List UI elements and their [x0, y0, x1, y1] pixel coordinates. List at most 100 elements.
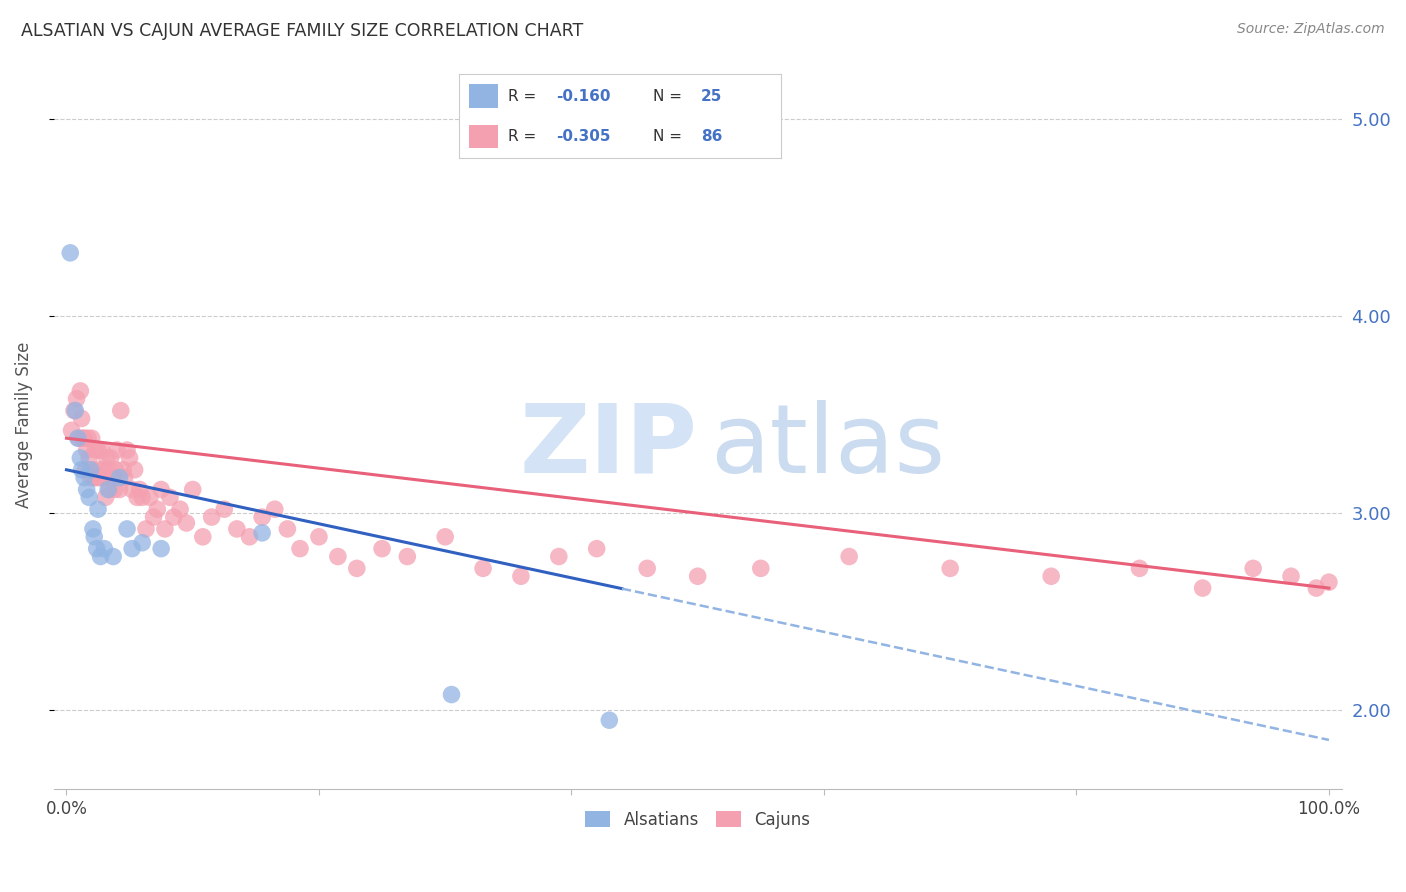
Point — [76, 483, 98, 497]
Point — [1317, 575, 1340, 590]
Point — [139, 491, 162, 505]
Point — [128, 483, 150, 497]
Point — [90, 470, 112, 484]
Point — [70, 411, 93, 425]
Point — [114, 470, 136, 484]
Point — [1241, 561, 1264, 575]
Point — [82, 522, 104, 536]
Text: ALSATIAN VS CAJUN AVERAGE FAMILY SIZE CORRELATION CHART: ALSATIAN VS CAJUN AVERAGE FAMILY SIZE CO… — [21, 22, 583, 40]
Point — [87, 502, 110, 516]
Point — [101, 549, 124, 564]
Point — [176, 516, 198, 530]
Point — [636, 561, 658, 575]
Point — [118, 450, 141, 465]
Point — [127, 491, 149, 505]
Point — [93, 463, 115, 477]
Point — [308, 530, 330, 544]
Point — [1128, 561, 1150, 575]
Point — [112, 463, 135, 477]
Point — [238, 530, 260, 544]
Point — [598, 713, 620, 727]
Text: Source: ZipAtlas.com: Source: ZipAtlas.com — [1237, 22, 1385, 37]
Point — [76, 443, 98, 458]
Point — [181, 483, 204, 497]
Point — [153, 522, 176, 536]
Point — [104, 463, 127, 477]
Point — [110, 403, 132, 417]
Point — [108, 483, 131, 497]
Point — [69, 384, 91, 398]
Point — [201, 510, 224, 524]
Point — [346, 561, 368, 575]
Point — [159, 491, 181, 505]
Point — [250, 510, 273, 524]
Point — [90, 443, 112, 458]
Point — [585, 541, 607, 556]
Point — [163, 510, 186, 524]
Point — [101, 470, 124, 484]
Point — [121, 541, 143, 556]
Point — [70, 463, 93, 477]
Point — [214, 502, 236, 516]
Point — [84, 443, 107, 458]
Point — [108, 470, 131, 484]
Point — [72, 431, 94, 445]
Point — [89, 463, 111, 477]
Point — [749, 561, 772, 575]
Point — [225, 522, 247, 536]
Point — [73, 470, 96, 484]
Point — [121, 483, 143, 497]
Point — [65, 403, 87, 417]
Point — [105, 443, 128, 458]
Point — [124, 463, 146, 477]
Point — [1191, 581, 1213, 595]
Point — [97, 463, 120, 477]
Point — [115, 443, 138, 458]
Point — [131, 535, 153, 549]
Point — [87, 443, 110, 458]
Point — [80, 431, 103, 445]
Point — [98, 483, 121, 497]
Point — [115, 522, 138, 536]
Point — [83, 470, 105, 484]
Text: ZIP: ZIP — [520, 400, 697, 492]
Point — [191, 530, 214, 544]
Point — [838, 549, 860, 564]
Point — [326, 549, 349, 564]
Point — [86, 470, 108, 484]
Text: atlas: atlas — [710, 400, 946, 492]
Point — [91, 470, 114, 484]
Point — [83, 530, 105, 544]
Point — [150, 483, 173, 497]
Point — [66, 431, 89, 445]
Point — [169, 502, 191, 516]
Point — [1040, 569, 1063, 583]
Point — [142, 510, 165, 524]
Point — [79, 470, 101, 484]
Point — [63, 403, 86, 417]
Point — [396, 549, 419, 564]
Point — [69, 450, 91, 465]
Point — [75, 463, 97, 477]
Point — [250, 525, 273, 540]
Point — [97, 483, 120, 497]
Y-axis label: Average Family Size: Average Family Size — [15, 342, 32, 508]
Point — [131, 491, 153, 505]
Point — [263, 502, 285, 516]
Point — [94, 491, 117, 505]
Point — [440, 688, 463, 702]
Point — [77, 491, 100, 505]
Point — [135, 522, 157, 536]
Point — [86, 541, 108, 556]
Point — [103, 483, 125, 497]
Point — [1305, 581, 1327, 595]
Point — [100, 450, 122, 465]
Point — [150, 541, 173, 556]
Point — [77, 431, 100, 445]
Point — [93, 541, 115, 556]
Point — [547, 549, 569, 564]
Point — [510, 569, 533, 583]
Point — [146, 502, 169, 516]
Point — [77, 450, 100, 465]
Point — [276, 522, 298, 536]
